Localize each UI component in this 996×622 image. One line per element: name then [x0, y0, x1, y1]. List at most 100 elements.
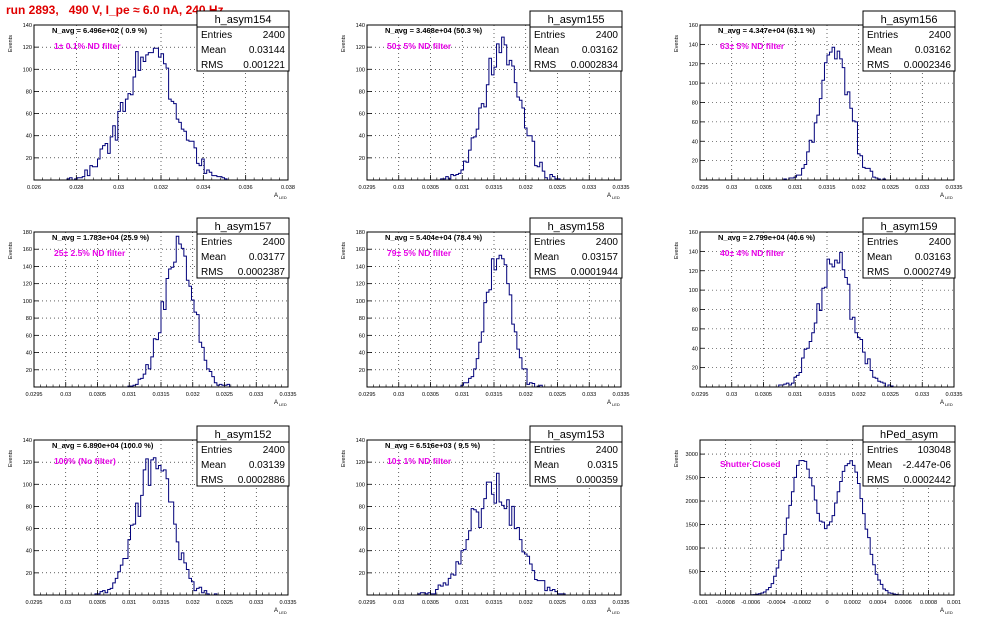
stats-box	[529, 217, 623, 279]
y-tick-label: 140	[356, 264, 365, 270]
pad-h_asym154: 0.026 0.028 0.03 0.032 0.034 0.036 0.038 20 40 60…	[8, 10, 295, 200]
stats-label-rms: RMS	[534, 475, 557, 486]
y-tick-label: 20	[26, 156, 32, 162]
stats-value-entries: 2400	[596, 30, 619, 41]
stats-title: hPed_asym	[880, 429, 938, 441]
stats-value-entries: 2400	[263, 237, 286, 248]
stats-title: h_asym156	[881, 14, 938, 26]
stats-box	[862, 217, 956, 279]
y-tick-label: 120	[23, 45, 32, 51]
y-tick-label: 40	[692, 346, 698, 352]
y-tick-label: 60	[692, 327, 698, 333]
y-tick-label: 60	[359, 112, 365, 118]
x-axis-title-subscript: LED	[612, 195, 620, 200]
x-tick-label: 0.033	[582, 185, 596, 191]
x-tick-label: 0.0315	[152, 600, 169, 606]
x-tick-label: 0.0004	[869, 600, 886, 606]
stats-box	[862, 10, 956, 72]
x-tick-label: 0.0295	[691, 392, 708, 398]
y-tick-label: 40	[359, 351, 365, 357]
x-tick-label: 0.0335	[612, 185, 629, 191]
stats-title: h_asym152	[215, 429, 272, 441]
x-axis-title: A	[274, 193, 278, 199]
filter-label: 100% (No filter)	[54, 456, 116, 466]
n-avg-label: N_avg = 6.496e+02 ( 0.9 %)	[52, 26, 148, 35]
n-avg-label: N_avg = 4.347e+04 (63.1 %)	[718, 26, 816, 35]
y-tick-label: 60	[26, 112, 32, 118]
stats-label-entries: Entries	[201, 237, 232, 248]
y-tick-label: 80	[359, 89, 365, 95]
stats-value-entries: 2400	[263, 445, 286, 456]
n-avg-label: N_avg = 6.516e+03 ( 9.5 %)	[385, 441, 481, 450]
y-tick-label: 180	[356, 230, 365, 236]
x-tick-label: 0.033	[249, 600, 263, 606]
stats-value-mean: 0.0315	[587, 460, 618, 471]
y-tick-label: 140	[689, 42, 698, 48]
stats-label-entries: Entries	[534, 30, 565, 41]
y-tick-label: 140	[356, 23, 365, 29]
stats-box	[196, 217, 290, 279]
stats-label-mean: Mean	[534, 252, 559, 263]
stats-value-rms: 0.0002387	[238, 267, 286, 278]
x-tick-label: 0.0006	[895, 600, 912, 606]
x-tick-label: 0.0315	[485, 600, 502, 606]
x-axis-title-subscript: LED	[945, 195, 953, 200]
x-tick-label: 0.0335	[279, 600, 296, 606]
y-tick-label: 180	[23, 230, 32, 236]
stats-label-entries: Entries	[534, 445, 565, 456]
y-axis-title: Events	[8, 242, 14, 259]
x-tick-label: 0.0335	[279, 392, 296, 398]
x-tick-label: 0.0335	[945, 185, 962, 191]
x-tick-label: 0.0315	[818, 185, 835, 191]
y-tick-label: 20	[692, 159, 698, 165]
y-tick-label: 80	[26, 504, 32, 510]
x-tick-label: 0.032	[186, 600, 200, 606]
x-tick-label: 0.03	[393, 600, 404, 606]
x-tick-label: 0.0315	[152, 392, 169, 398]
x-tick-label: 0.032	[186, 392, 200, 398]
x-tick-label: 0.032	[519, 392, 533, 398]
x-tick-label: 0.0325	[882, 185, 899, 191]
x-axis-title-subscript: LED	[612, 402, 620, 407]
x-tick-label: 0.032	[519, 600, 533, 606]
stats-value-mean: -2.447e-06	[903, 460, 952, 471]
y-tick-label: 100	[23, 482, 32, 488]
stats-value-rms: 0.001221	[243, 60, 285, 71]
histogram-line	[34, 47, 288, 181]
x-axis-title-subscript: LED	[945, 610, 953, 615]
x-tick-label: 0.033	[582, 600, 596, 606]
x-axis-title: A	[274, 400, 278, 406]
y-tick-label: 140	[23, 438, 32, 444]
y-tick-label: 140	[356, 438, 365, 444]
y-tick-label: 80	[359, 504, 365, 510]
x-axis-title-subscript: LED	[945, 402, 953, 407]
x-tick-label: 0.033	[582, 392, 596, 398]
filter-label: Shutter Closed	[720, 459, 780, 469]
x-axis-title: A	[274, 608, 278, 614]
filter-label: 40± 4% ND filter	[720, 248, 785, 258]
y-tick-label: 20	[26, 571, 32, 577]
histogram-line	[367, 472, 621, 596]
x-tick-label: 0.031	[455, 600, 469, 606]
x-axis-title: A	[607, 193, 611, 199]
y-tick-label: 120	[689, 62, 698, 68]
filter-label: 79± 5% ND filter	[387, 248, 452, 258]
x-axis-title: A	[940, 400, 944, 406]
x-axis-title-subscript: LED	[279, 195, 287, 200]
y-tick-label: 20	[359, 156, 365, 162]
n-avg-label: N_avg = 3.468e+04 (50.3 %)	[385, 26, 483, 35]
x-tick-label: 0.0305	[89, 600, 106, 606]
x-tick-label: -0.001	[692, 600, 708, 606]
stats-label-rms: RMS	[867, 267, 890, 278]
stats-title: h_asym155	[548, 14, 605, 26]
stats-label-rms: RMS	[201, 475, 224, 486]
y-tick-label: 80	[26, 316, 32, 322]
x-axis-title-subscript: LED	[612, 610, 620, 615]
y-axis-title: Events	[674, 450, 680, 467]
stats-label-mean: Mean	[534, 460, 559, 471]
x-axis-title: A	[940, 608, 944, 614]
x-tick-label: 0.0295	[358, 600, 375, 606]
stats-label-mean: Mean	[534, 45, 559, 56]
y-tick-label: 40	[26, 549, 32, 555]
y-tick-label: 60	[692, 120, 698, 126]
